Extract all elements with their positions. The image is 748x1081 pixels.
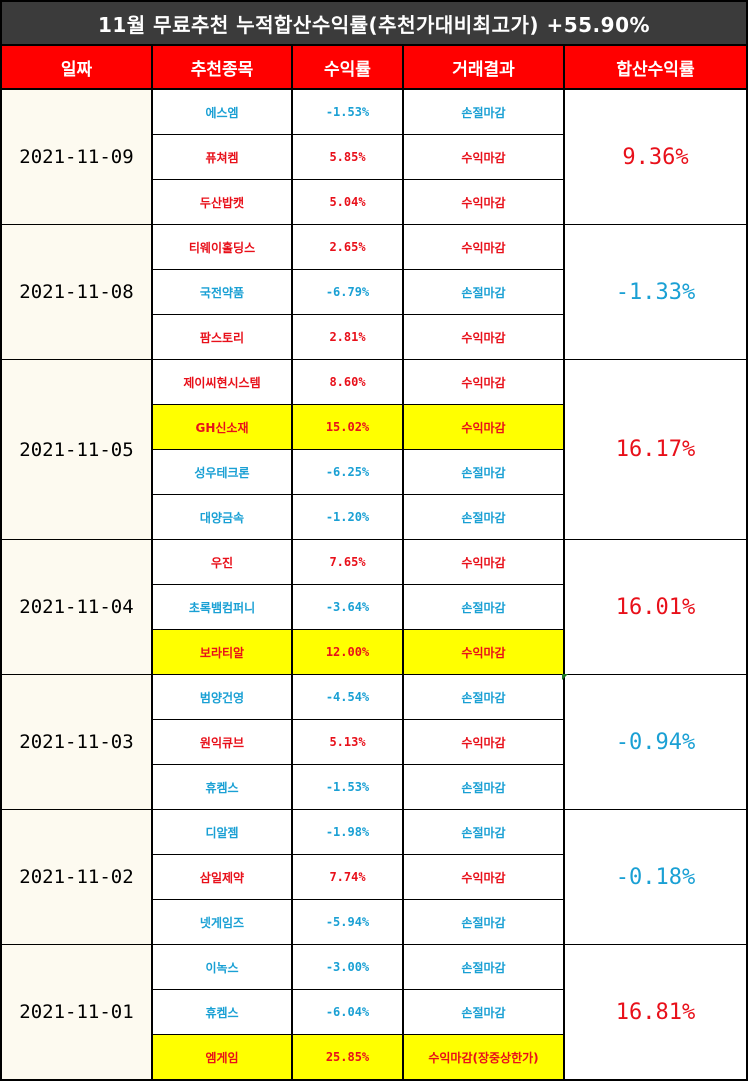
group-total-return: -0.18%: [565, 810, 746, 944]
trade-result: 손절마감: [404, 765, 563, 809]
stock-name: 우진: [153, 540, 291, 584]
group-total-return: -0.94%: [565, 675, 746, 809]
header-total: 합산수익률: [565, 46, 746, 88]
trade-result: 수익마감: [404, 135, 563, 179]
stock-return: -3.00%: [293, 945, 402, 989]
stock-name: GH신소재: [153, 405, 291, 449]
stock-return: -6.79%: [293, 270, 402, 314]
trade-result: 손절마감: [404, 675, 563, 719]
stock-name: 원익큐브: [153, 720, 291, 764]
group-date: 2021-11-09: [2, 90, 151, 224]
stock-return: -1.20%: [293, 495, 402, 539]
trade-result: 손절마감: [404, 810, 563, 854]
trade-result: 수익마감: [404, 630, 563, 674]
stock-name: 성우테크론: [153, 450, 291, 494]
stock-name: 대양금속: [153, 495, 291, 539]
stock-name: 초록뱀컴퍼니: [153, 585, 291, 629]
stock-return: 5.85%: [293, 135, 402, 179]
group-date: 2021-11-01: [2, 945, 151, 1079]
group-date: 2021-11-03: [2, 675, 151, 809]
stock-return: 5.13%: [293, 720, 402, 764]
stock-return: -6.25%: [293, 450, 402, 494]
trade-result: 손절마감: [404, 90, 563, 134]
stock-name: 제이씨현시스템: [153, 360, 291, 404]
header-return: 수익률: [293, 46, 402, 88]
stock-return: 15.02%: [293, 405, 402, 449]
group-total-return: 9.36%: [565, 90, 746, 224]
trade-result: 손절마감: [404, 990, 563, 1034]
stock-return: -3.64%: [293, 585, 402, 629]
header-stock: 추천종목: [153, 46, 291, 88]
trade-result: 수익마감: [404, 180, 563, 224]
stock-return: 5.04%: [293, 180, 402, 224]
trade-result: 손절마감: [404, 945, 563, 989]
stock-return: -5.94%: [293, 900, 402, 944]
group-date: 2021-11-02: [2, 810, 151, 944]
stock-name: 엠게임: [153, 1035, 291, 1079]
stock-name: 삼일제약: [153, 855, 291, 899]
stock-name: 퓨쳐켐: [153, 135, 291, 179]
stock-name: 이녹스: [153, 945, 291, 989]
stock-return: 25.85%: [293, 1035, 402, 1079]
stock-name: 국전약품: [153, 270, 291, 314]
group-date: 2021-11-05: [2, 360, 151, 539]
stock-return: 8.60%: [293, 360, 402, 404]
stock-name: 디알젬: [153, 810, 291, 854]
trade-result: 수익마감: [404, 405, 563, 449]
header-date: 일짜: [2, 46, 151, 88]
stock-name: 범양건영: [153, 675, 291, 719]
stock-return: -1.53%: [293, 765, 402, 809]
trade-result: 수익마감: [404, 540, 563, 584]
trade-result: 수익마감(장중상한가): [404, 1035, 563, 1079]
stock-name: 티웨이홀딩스: [153, 225, 291, 269]
group-total-return: -1.33%: [565, 225, 746, 359]
stock-name: 휴켐스: [153, 990, 291, 1034]
trade-result: 손절마감: [404, 270, 563, 314]
stock-return: 7.65%: [293, 540, 402, 584]
group-date: 2021-11-04: [2, 540, 151, 674]
group-date: 2021-11-08: [2, 225, 151, 359]
trade-result: 손절마감: [404, 450, 563, 494]
stock-return: -6.04%: [293, 990, 402, 1034]
trade-result: 손절마감: [404, 495, 563, 539]
stock-return: 12.00%: [293, 630, 402, 674]
group-total-return: 16.01%: [565, 540, 746, 674]
stock-return: 7.74%: [293, 855, 402, 899]
stock-return: -1.53%: [293, 90, 402, 134]
trade-result: 수익마감: [404, 855, 563, 899]
table-title: 11월 무료추천 누적합산수익률(추천가대비최고가) +55.90%: [2, 2, 746, 44]
stock-name: 팜스토리: [153, 315, 291, 359]
trade-result: 수익마감: [404, 315, 563, 359]
stock-name: 보라티알: [153, 630, 291, 674]
stock-name: 에스엠: [153, 90, 291, 134]
stock-return: 2.65%: [293, 225, 402, 269]
group-total-return: 16.17%: [565, 360, 746, 539]
stock-return: -1.98%: [293, 810, 402, 854]
comment-marker: [562, 674, 568, 680]
stock-return: -4.54%: [293, 675, 402, 719]
stock-name: 휴켐스: [153, 765, 291, 809]
trade-result: 수익마감: [404, 225, 563, 269]
stock-return: 2.81%: [293, 315, 402, 359]
stock-name: 두산밥캣: [153, 180, 291, 224]
group-total-return: 16.81%: [565, 945, 746, 1079]
trade-result: 손절마감: [404, 900, 563, 944]
trade-result: 손절마감: [404, 585, 563, 629]
trade-result: 수익마감: [404, 720, 563, 764]
header-result: 거래결과: [404, 46, 563, 88]
stock-name: 넷게임즈: [153, 900, 291, 944]
trade-result: 수익마감: [404, 360, 563, 404]
